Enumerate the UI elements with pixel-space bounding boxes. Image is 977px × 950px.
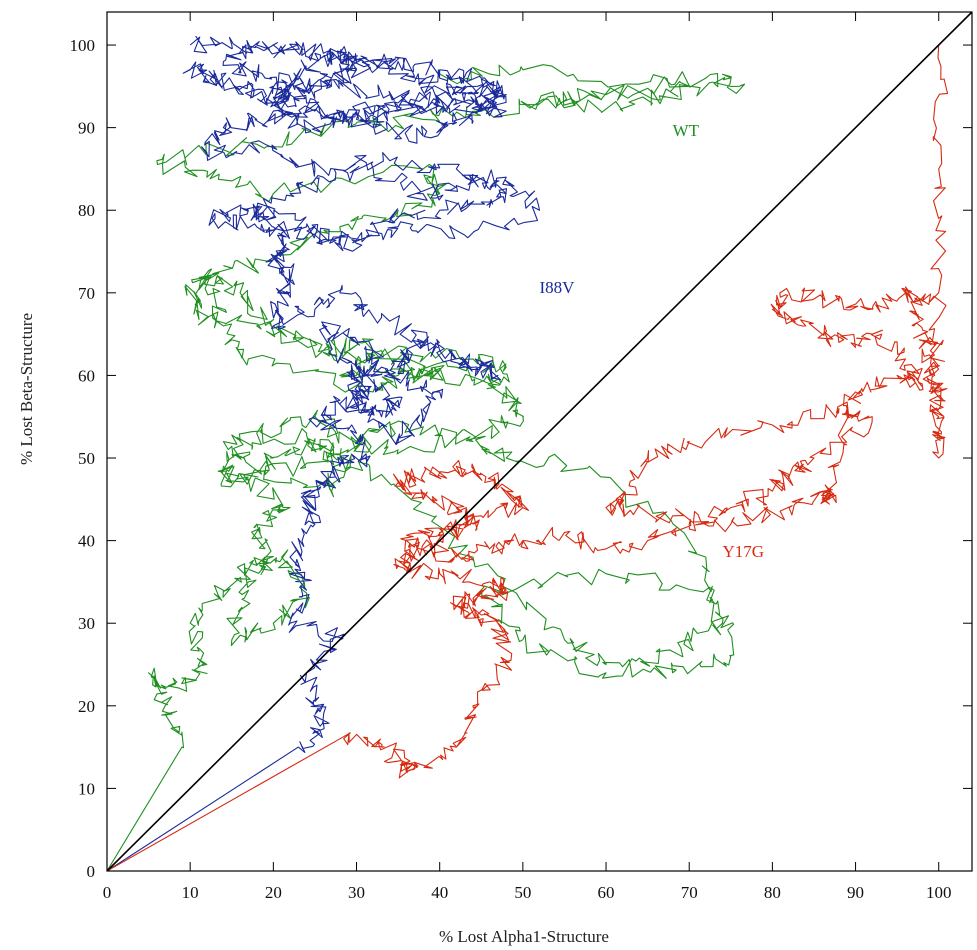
series-labels: WT I88V Y17G (540, 121, 765, 561)
x-axis-label: % Lost Alpha1-Structure (439, 927, 609, 946)
y-tick-label-6: 60 (78, 366, 95, 385)
x-tick-label-8: 80 (764, 883, 781, 902)
x-tick-label-4: 40 (431, 883, 448, 902)
y-tick-label-0: 0 (87, 862, 96, 881)
y-tick-label-9: 90 (78, 119, 95, 138)
series-label-y17g: Y17G (722, 542, 764, 561)
y-tick-label-10: 100 (70, 36, 96, 55)
y-tick-label-8: 80 (78, 201, 95, 220)
diagonal-line (106, 11, 973, 872)
series-layer (106, 11, 973, 872)
y-tick-label-5: 50 (78, 449, 95, 468)
y-tick-label-2: 20 (78, 697, 95, 716)
y-tick-label-4: 40 (78, 532, 95, 551)
x-tick-label-9: 90 (847, 883, 864, 902)
series-line-i88v (106, 35, 541, 872)
plot-border (106, 11, 973, 872)
axis-ticks (106, 12, 972, 872)
y-tick-label-7: 70 (78, 284, 95, 303)
plot-frame (106, 11, 973, 872)
series-line-wt (106, 64, 746, 872)
y-axis-label: % Lost Beta-Structure (17, 313, 36, 465)
x-tick-label-2: 20 (265, 883, 282, 902)
series-label-i88v: I88V (540, 278, 576, 297)
tick-labels: 0 10 20 30 40 50 60 70 80 90 100 0 10 20 30 40 50 60 70 80 9… (70, 36, 952, 902)
y-tick-label-3: 30 (78, 614, 95, 633)
x-tick-label-10: 100 (926, 883, 952, 902)
y-tick-label-1: 10 (78, 779, 95, 798)
x-tick-label-0: 0 (103, 883, 112, 902)
series-line-y17g (106, 44, 949, 872)
x-tick-label-3: 30 (348, 883, 365, 902)
series-label-wt: WT (673, 121, 700, 140)
x-tick-label-7: 70 (681, 883, 698, 902)
x-tick-label-6: 60 (598, 883, 615, 902)
x-tick-label-5: 50 (514, 883, 531, 902)
x-tick-label-1: 10 (182, 883, 199, 902)
